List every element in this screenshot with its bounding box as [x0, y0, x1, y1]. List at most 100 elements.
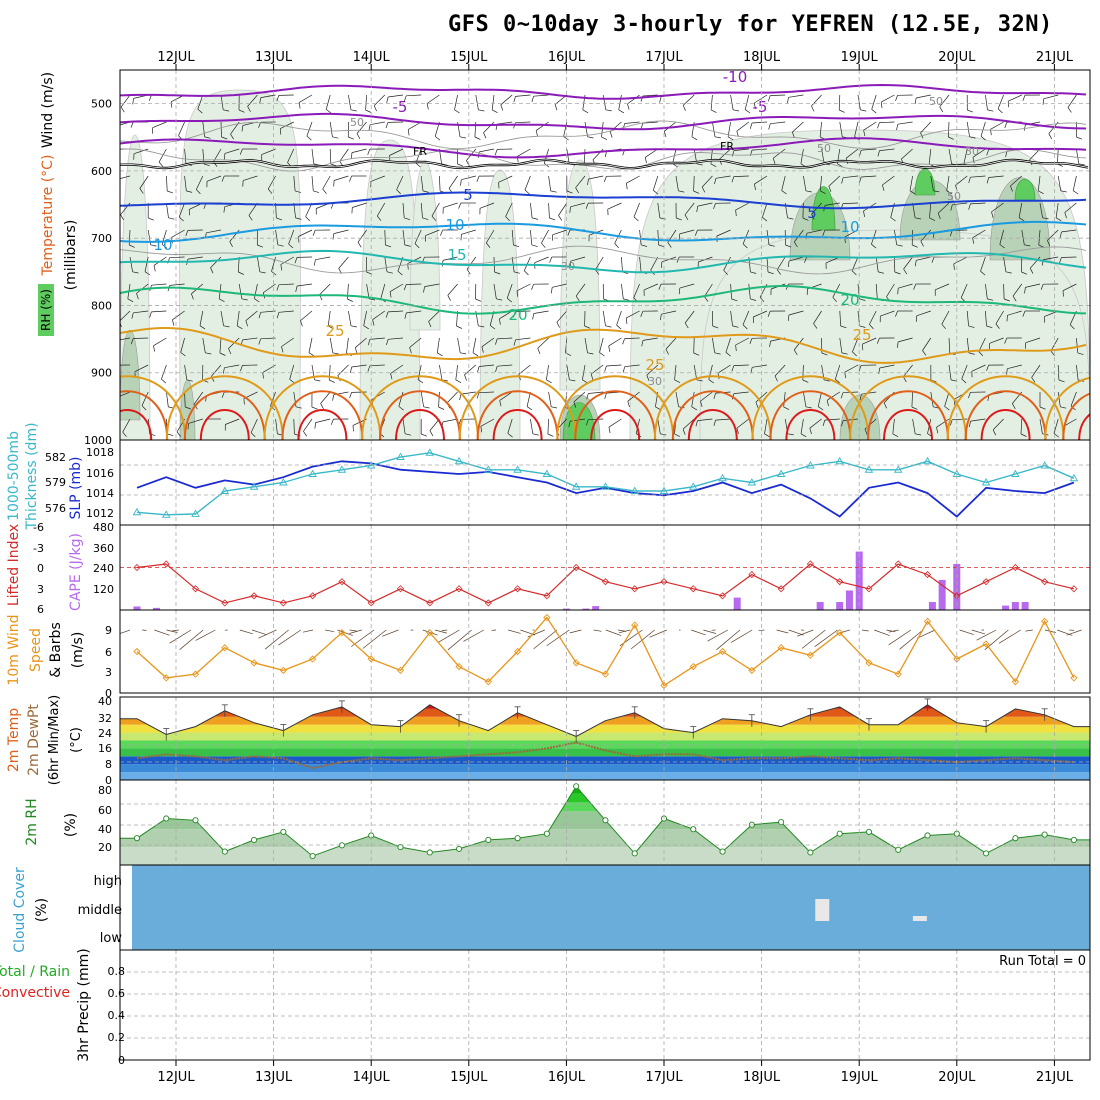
wind-barb-flag — [131, 312, 134, 319]
wind-barb-flag — [245, 320, 249, 327]
date-label-bottom: 20JUL — [938, 1070, 976, 1085]
wind-barb — [754, 94, 768, 104]
temp2m-tick: 40 — [98, 695, 112, 708]
wind-barb-10m — [120, 629, 131, 634]
wind-barb-flag — [281, 346, 284, 353]
wind-barb-flag — [731, 365, 735, 372]
wind-barb — [389, 283, 404, 293]
wind-barb — [1047, 229, 1059, 241]
wind-barb-flag — [276, 284, 280, 291]
wind-barb — [770, 94, 786, 96]
rh2m-point — [895, 846, 902, 853]
wind-barb-10m — [758, 629, 765, 632]
wind-barb-flag — [460, 179, 462, 186]
wind-barb — [697, 418, 713, 421]
wind-barb — [985, 94, 988, 110]
wind-barb — [420, 175, 424, 191]
date-label-top: 17JUL — [645, 50, 683, 65]
precip-convective-label: Convective — [0, 985, 70, 1001]
rh2m-point — [251, 836, 258, 843]
wind-barb — [824, 202, 840, 206]
wind-barb-10m — [154, 629, 170, 636]
wind-barb — [875, 256, 879, 272]
wind-barb — [948, 337, 951, 354]
wind-barb-flag — [840, 325, 847, 329]
wind-barb — [120, 337, 131, 341]
wind-barb-flag — [1069, 324, 1075, 330]
wind-barb-flag — [496, 298, 503, 301]
wind-barb — [657, 202, 661, 218]
wind-barb-flag — [221, 175, 225, 182]
wind-barb — [426, 94, 440, 104]
contour-label: 50 — [817, 142, 831, 155]
precip-total-label: Total / Rain — [0, 964, 70, 980]
date-label-top: 19JUL — [841, 50, 879, 65]
wind-barb-flag — [640, 311, 644, 318]
wind-barb — [1070, 391, 1077, 407]
wind-barb-flag — [130, 338, 134, 345]
temperature-isotherm — [120, 249, 1087, 274]
wind10-line — [136, 616, 1075, 687]
wind-barb-flag — [969, 136, 976, 139]
wind-barb-flag — [811, 213, 815, 220]
wind-barb-flag — [822, 230, 826, 237]
wind-barb-flag — [1048, 133, 1053, 140]
wind-barb-flag — [767, 271, 774, 275]
wind-barb — [744, 94, 750, 110]
wind-barb — [515, 310, 531, 312]
wind10-point — [777, 644, 785, 652]
wind-barb — [303, 418, 313, 432]
wind-barb — [260, 94, 276, 98]
lifted-index-point — [748, 571, 756, 579]
wind-barb-flag — [735, 344, 737, 352]
wind-barb-flag — [653, 190, 659, 195]
wind-barb-flag — [298, 102, 301, 109]
wind-barb — [414, 229, 422, 244]
rh2m-point — [397, 844, 404, 851]
wind-barb — [971, 364, 986, 372]
thickness-point — [191, 509, 200, 517]
wind-barb-flag — [563, 136, 569, 141]
rh-band — [120, 847, 1090, 865]
wind-barb-flag — [1003, 298, 1010, 302]
wind-barb-flag — [149, 311, 152, 318]
wind-barb-flag — [454, 109, 460, 114]
axes-frames — [119, 64, 1091, 1066]
wind-barb-10m — [438, 629, 460, 643]
wind-barb — [700, 391, 713, 402]
wind-barb-flag — [941, 323, 946, 330]
wind-barb-flag — [332, 394, 335, 401]
cloud-cover-panel — [132, 865, 1090, 950]
rh2m-point — [485, 836, 492, 843]
wind-barb-flag — [150, 244, 157, 247]
wind-barb — [852, 337, 859, 353]
thickness-point — [249, 482, 259, 490]
wind-barb-flag — [459, 394, 462, 401]
wind-barb-flag — [289, 379, 295, 384]
wind-barb — [548, 175, 552, 191]
wind-barb — [287, 148, 295, 163]
wind-barb-flag — [314, 379, 321, 382]
cape-bar — [836, 602, 844, 610]
wind-barb-flag — [1059, 231, 1062, 238]
wind-barb-flag — [141, 405, 147, 411]
wind-barb-flag — [372, 319, 375, 326]
wind-barb — [306, 121, 313, 137]
rh2m-point — [631, 850, 638, 857]
wind-barb-flag — [864, 428, 868, 435]
thickness-point — [513, 465, 522, 473]
wind-barb — [624, 337, 640, 339]
temperature-isotherm-surface — [653, 375, 772, 440]
wind-barb — [300, 310, 313, 321]
wind-barb-10m — [1025, 629, 1033, 632]
wind-barb — [552, 229, 567, 236]
wind-barb-flag — [785, 244, 792, 248]
wind-barb-flag — [241, 125, 244, 132]
wind-barb — [1076, 337, 1079, 353]
wind-barb-flag — [241, 298, 248, 301]
wind-barb — [717, 364, 731, 374]
wind-barb-flag — [968, 352, 975, 355]
wind-barb-flag — [431, 215, 437, 221]
wind-barb-flag — [499, 318, 501, 325]
wind-barb-flag — [986, 364, 989, 371]
